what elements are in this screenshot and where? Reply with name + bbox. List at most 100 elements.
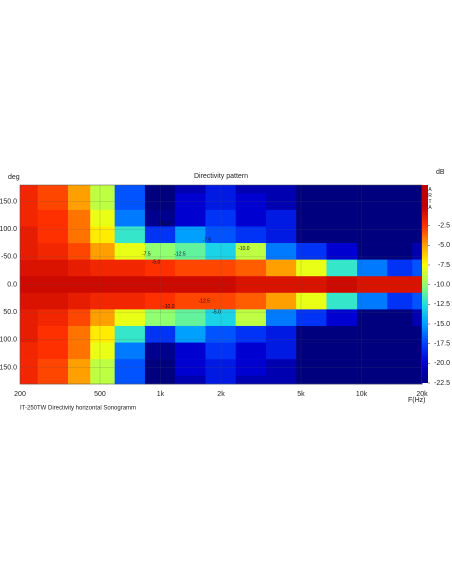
heat-cell bbox=[235, 375, 267, 385]
heat-cell bbox=[144, 359, 176, 377]
heat-cell bbox=[235, 193, 267, 211]
heat-cell bbox=[114, 276, 146, 294]
x-axis-label: F(Hz) bbox=[408, 397, 426, 404]
heat-cell bbox=[144, 259, 176, 277]
heat-cell bbox=[205, 185, 236, 194]
heat-cell bbox=[326, 185, 358, 194]
heat-cell bbox=[114, 325, 146, 343]
heat-cell bbox=[90, 276, 115, 294]
contour-label: -5.0 bbox=[152, 260, 161, 266]
heat-cell bbox=[296, 309, 327, 327]
heat-cell bbox=[67, 185, 91, 194]
colorbar-tick-label: -17.5 bbox=[434, 341, 450, 348]
heat-cell bbox=[326, 375, 358, 385]
heat-cell bbox=[37, 342, 69, 360]
contour-label: -15.0 bbox=[159, 221, 171, 227]
heat-cell bbox=[357, 292, 388, 310]
heat-cell bbox=[114, 243, 146, 260]
heat-cell bbox=[387, 342, 413, 360]
heat-cell bbox=[357, 193, 388, 211]
heat-cell bbox=[412, 309, 423, 327]
heat-cell bbox=[114, 185, 146, 194]
heat-cell bbox=[37, 259, 69, 277]
heat-cell bbox=[20, 209, 38, 227]
heat-cell bbox=[144, 325, 176, 343]
heat-cell bbox=[296, 325, 327, 343]
heat-cell bbox=[296, 375, 327, 385]
heat-cell bbox=[235, 209, 267, 227]
contour-label: -7.5 bbox=[142, 251, 151, 257]
heat-cell bbox=[296, 209, 327, 227]
heat-cell bbox=[235, 226, 267, 244]
heat-cell bbox=[67, 309, 91, 327]
colorbar-tick-label: -7.5 bbox=[438, 262, 450, 269]
heat-cell bbox=[412, 259, 423, 277]
contour-label: -10.0 bbox=[163, 304, 175, 310]
colorbar-top bbox=[422, 185, 428, 206]
heat-cell bbox=[20, 259, 38, 277]
heat-cell bbox=[67, 375, 91, 385]
heat-cell bbox=[205, 226, 236, 244]
heat-cell bbox=[175, 259, 206, 277]
heat-cell bbox=[37, 359, 69, 377]
heat-cell bbox=[387, 226, 413, 244]
heat-cell bbox=[175, 359, 206, 377]
heat-cell bbox=[205, 375, 236, 385]
heat-cell bbox=[357, 325, 388, 343]
heat-cell bbox=[114, 259, 146, 277]
heat-cell bbox=[114, 226, 146, 244]
heat-cell bbox=[175, 226, 206, 244]
heat-cell bbox=[265, 342, 297, 360]
colorbar-tick-label: -12.5 bbox=[434, 301, 450, 308]
heat-cell bbox=[175, 243, 206, 260]
watermark: ARTA bbox=[427, 187, 433, 211]
heat-cell bbox=[235, 259, 267, 277]
contour-label: -10.0 bbox=[238, 246, 250, 252]
heat-cell bbox=[357, 375, 388, 385]
heat-cell bbox=[265, 375, 297, 385]
heat-cell bbox=[20, 309, 38, 327]
heat-cell bbox=[412, 209, 423, 227]
heat-cell bbox=[265, 243, 297, 260]
x-tick-label: 1k bbox=[157, 391, 165, 398]
heat-cell bbox=[412, 359, 423, 377]
heat-cell bbox=[144, 292, 176, 310]
x-tick-label: 200 bbox=[14, 391, 26, 398]
heat-cell bbox=[20, 325, 38, 343]
heat-cell bbox=[357, 309, 388, 327]
heat-cell bbox=[90, 193, 115, 211]
heat-cell bbox=[387, 243, 413, 260]
heat-cell bbox=[90, 342, 115, 360]
heat-cell bbox=[387, 209, 413, 227]
y-tick-label: 50.0 bbox=[3, 309, 17, 316]
heat-cell bbox=[205, 193, 236, 211]
heat-cell bbox=[144, 193, 176, 211]
heat-cell bbox=[235, 276, 267, 294]
y-axis-label: deg bbox=[8, 174, 20, 181]
colorbar-tick-label: -5.0 bbox=[438, 242, 450, 249]
heat-cell bbox=[387, 193, 413, 211]
heat-cell bbox=[67, 342, 91, 360]
heat-cell bbox=[412, 243, 423, 260]
heatmap bbox=[20, 185, 423, 385]
heat-cell bbox=[205, 243, 236, 260]
heat-cell bbox=[265, 325, 297, 343]
heat-cell bbox=[357, 209, 388, 227]
heat-cell bbox=[296, 193, 327, 211]
heat-cell bbox=[67, 276, 91, 294]
heat-cell bbox=[387, 185, 413, 194]
heat-cell bbox=[175, 342, 206, 360]
heat-cell bbox=[67, 325, 91, 343]
heat-cell bbox=[357, 276, 388, 294]
heat-cell bbox=[20, 276, 38, 294]
heat-cell bbox=[235, 359, 267, 377]
contour-label: -12.5 bbox=[199, 298, 211, 304]
heat-cell bbox=[205, 209, 236, 227]
heat-cell bbox=[265, 292, 297, 310]
contour-label: -5.0 bbox=[212, 309, 221, 315]
heat-cell bbox=[20, 243, 38, 260]
heat-cell bbox=[296, 359, 327, 377]
heat-cell bbox=[205, 359, 236, 377]
heat-cell bbox=[296, 342, 327, 360]
